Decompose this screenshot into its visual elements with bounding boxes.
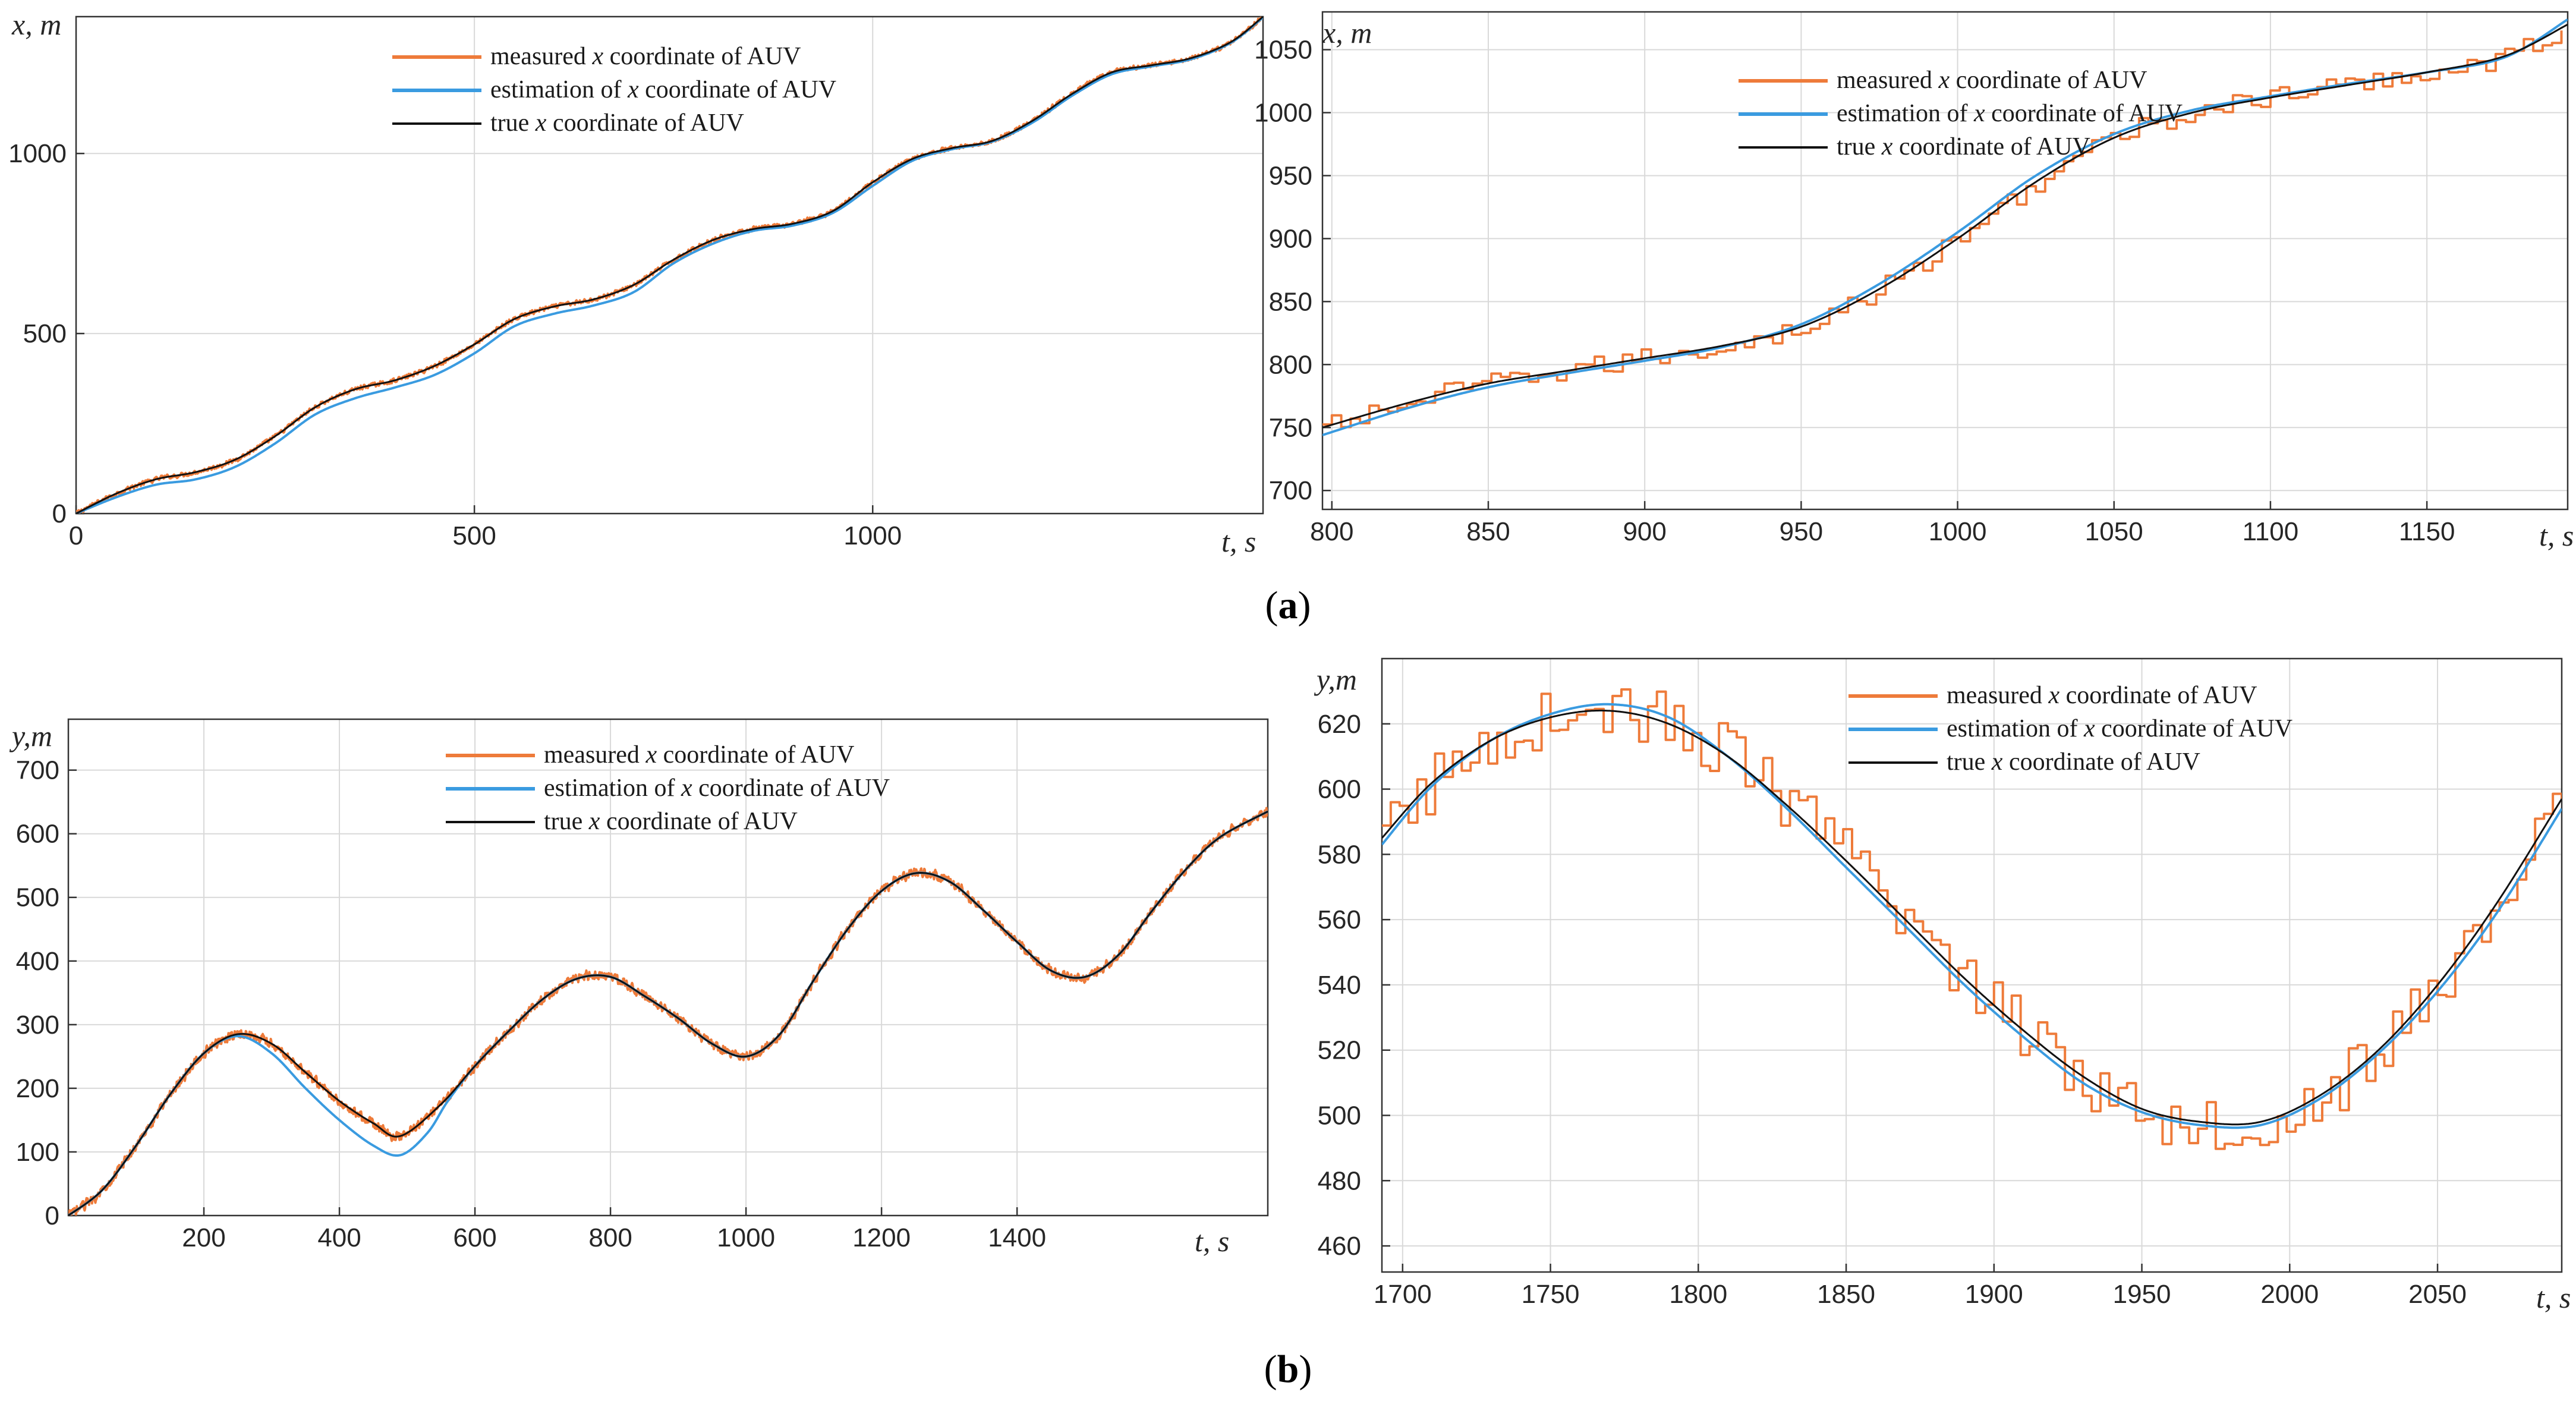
y-tick-label: 460 bbox=[1318, 1232, 1361, 1261]
y-tick-label: 0 bbox=[45, 1201, 59, 1230]
plot-area-frame bbox=[1381, 657, 2563, 1273]
legend-label-estimation: estimation of x coordinate of AUV bbox=[1947, 715, 2292, 742]
x-tick-label: 850 bbox=[1466, 517, 1510, 546]
y-tick-label: 620 bbox=[1318, 710, 1361, 739]
x-tick-label: 1000 bbox=[1929, 517, 1987, 546]
chart-b-right: 1700 1750 1800 1850 1900 1950 2000 2050 460 480 50… bbox=[1314, 657, 2571, 1314]
series-true bbox=[68, 810, 1268, 1216]
y-tick-label: 300 bbox=[16, 1010, 59, 1040]
x-tick-label: 1400 bbox=[988, 1223, 1046, 1252]
y-tick-label: 800 bbox=[1269, 350, 1312, 379]
y-tick-label: 540 bbox=[1318, 971, 1361, 1000]
plot-area-frame bbox=[67, 718, 1269, 1217]
legend-label-measured: measured x coordinate of AUV bbox=[1947, 682, 2257, 709]
y-tick-label: 1000 bbox=[8, 139, 67, 168]
y-tick-label: 480 bbox=[1318, 1166, 1361, 1195]
x-tick-label: 1800 bbox=[1669, 1280, 1727, 1309]
y-tick-label: 950 bbox=[1269, 161, 1312, 190]
legend-label-measured: measured x coordinate of AUV bbox=[1837, 67, 2147, 94]
series-true bbox=[1382, 709, 2562, 1126]
x-tick-label: 950 bbox=[1780, 517, 1823, 546]
x-tick-label: 2000 bbox=[2260, 1280, 2319, 1309]
y-tick-label: 1050 bbox=[1254, 36, 1312, 65]
y-tick-label: 1000 bbox=[1254, 99, 1312, 128]
series-measured bbox=[1322, 30, 2563, 429]
legend-label-true: true x coordinate of AUV bbox=[1947, 748, 2200, 776]
y-tick-label: 700 bbox=[1269, 476, 1312, 505]
legend-label-measured: measured x coordinate of AUV bbox=[544, 741, 855, 769]
legend-label-true: true x coordinate of AUV bbox=[490, 109, 744, 137]
series-true bbox=[1322, 23, 2568, 429]
x-tick-label: 900 bbox=[1623, 517, 1666, 546]
x-tick-label: 1200 bbox=[852, 1223, 911, 1252]
y-tick-label: 700 bbox=[16, 756, 59, 785]
caption-a: (a) bbox=[1265, 584, 1311, 627]
x-tick-label: 200 bbox=[182, 1223, 225, 1252]
plot-lines bbox=[1322, 18, 2568, 436]
plot-lines bbox=[68, 807, 1268, 1216]
x-tick-label: 1700 bbox=[1374, 1280, 1432, 1309]
series-true bbox=[76, 17, 1263, 514]
x-tick-label: 800 bbox=[1310, 517, 1353, 546]
x-tick-label: 1050 bbox=[2085, 517, 2143, 546]
y-tick-label: 850 bbox=[1269, 287, 1312, 316]
legend-label-estimation: estimation of x coordinate of AUV bbox=[1837, 100, 2183, 127]
chart-b-left: 200 400 600 800 1000 1200 1400 0 100 200 300 400 500… bbox=[9, 718, 1269, 1258]
x-axis-label: t, s bbox=[1195, 1224, 1229, 1258]
x-tick-label: 1150 bbox=[2399, 517, 2455, 546]
x-tick-label: 1900 bbox=[1965, 1280, 2023, 1309]
x-tick-label: 400 bbox=[317, 1223, 361, 1252]
x-tick-label: 1000 bbox=[843, 521, 902, 550]
y-tick-label: 750 bbox=[1269, 413, 1312, 442]
plot-area-frame bbox=[1321, 11, 2569, 511]
x-tick-label: 1950 bbox=[2113, 1280, 2171, 1309]
x-tick-label: 1850 bbox=[1817, 1280, 1875, 1309]
y-axis-label: x, m bbox=[11, 8, 61, 41]
y-tick-label: 900 bbox=[1269, 224, 1312, 253]
x-tick-label: 500 bbox=[452, 521, 496, 550]
legend-label-true: true x coordinate of AUV bbox=[544, 808, 798, 835]
y-axis-label: y,m bbox=[9, 719, 52, 753]
chart-a-left: 0 500 1000 0 500 1000 x, m t, s measured x coord… bbox=[8, 8, 1264, 558]
legend-label-true: true x coordinate of AUV bbox=[1837, 133, 2090, 160]
series-measured bbox=[76, 17, 1263, 514]
plot-area-frame bbox=[75, 15, 1264, 515]
x-axis-label: t, s bbox=[2536, 1281, 2571, 1314]
y-axis-label: y,m bbox=[1314, 663, 1357, 696]
y-tick-label: 500 bbox=[23, 319, 67, 348]
y-tick-label: 520 bbox=[1318, 1036, 1361, 1065]
x-axis-label: t, s bbox=[1221, 525, 1256, 558]
y-tick-label: 100 bbox=[16, 1138, 59, 1167]
y-tick-label: 500 bbox=[1318, 1101, 1361, 1131]
plot-lines bbox=[76, 17, 1263, 514]
y-tick-label: 600 bbox=[1318, 775, 1361, 804]
y-tick-label: 200 bbox=[16, 1074, 59, 1103]
x-tick-label: 1000 bbox=[717, 1223, 775, 1252]
x-tick-label: 2050 bbox=[2408, 1280, 2467, 1309]
chart-a-right: 800 850 900 950 1000 1050 1100 1150 700 750 800 850… bbox=[1254, 11, 2574, 552]
x-tick-label: 1750 bbox=[1522, 1280, 1580, 1309]
series-measured bbox=[68, 807, 1268, 1216]
y-tick-label: 0 bbox=[52, 499, 67, 528]
y-tick-label: 500 bbox=[16, 883, 59, 912]
y-tick-label: 580 bbox=[1318, 840, 1361, 869]
y-axis-label: x, m bbox=[1322, 16, 1372, 49]
legend-label-estimation: estimation of x coordinate of AUV bbox=[490, 76, 836, 103]
series-estimation bbox=[1382, 703, 2562, 1129]
y-tick-label: 560 bbox=[1318, 905, 1361, 934]
plot-lines bbox=[1382, 688, 2562, 1150]
caption-b: (b) bbox=[1264, 1348, 1312, 1391]
x-tick-label: 600 bbox=[453, 1223, 496, 1252]
legend-label-estimation: estimation of x coordinate of AUV bbox=[544, 775, 890, 802]
x-tick-label: 1100 bbox=[2243, 517, 2299, 546]
y-tick-label: 400 bbox=[16, 947, 59, 976]
x-axis-label: t, s bbox=[2539, 519, 2574, 552]
legend-label-measured: measured x coordinate of AUV bbox=[490, 43, 801, 70]
series-estimation bbox=[76, 17, 1263, 514]
x-tick-label: 800 bbox=[588, 1223, 632, 1252]
x-tick-label: 0 bbox=[69, 521, 83, 550]
y-tick-label: 600 bbox=[16, 820, 59, 849]
series-measured bbox=[1382, 688, 2562, 1150]
